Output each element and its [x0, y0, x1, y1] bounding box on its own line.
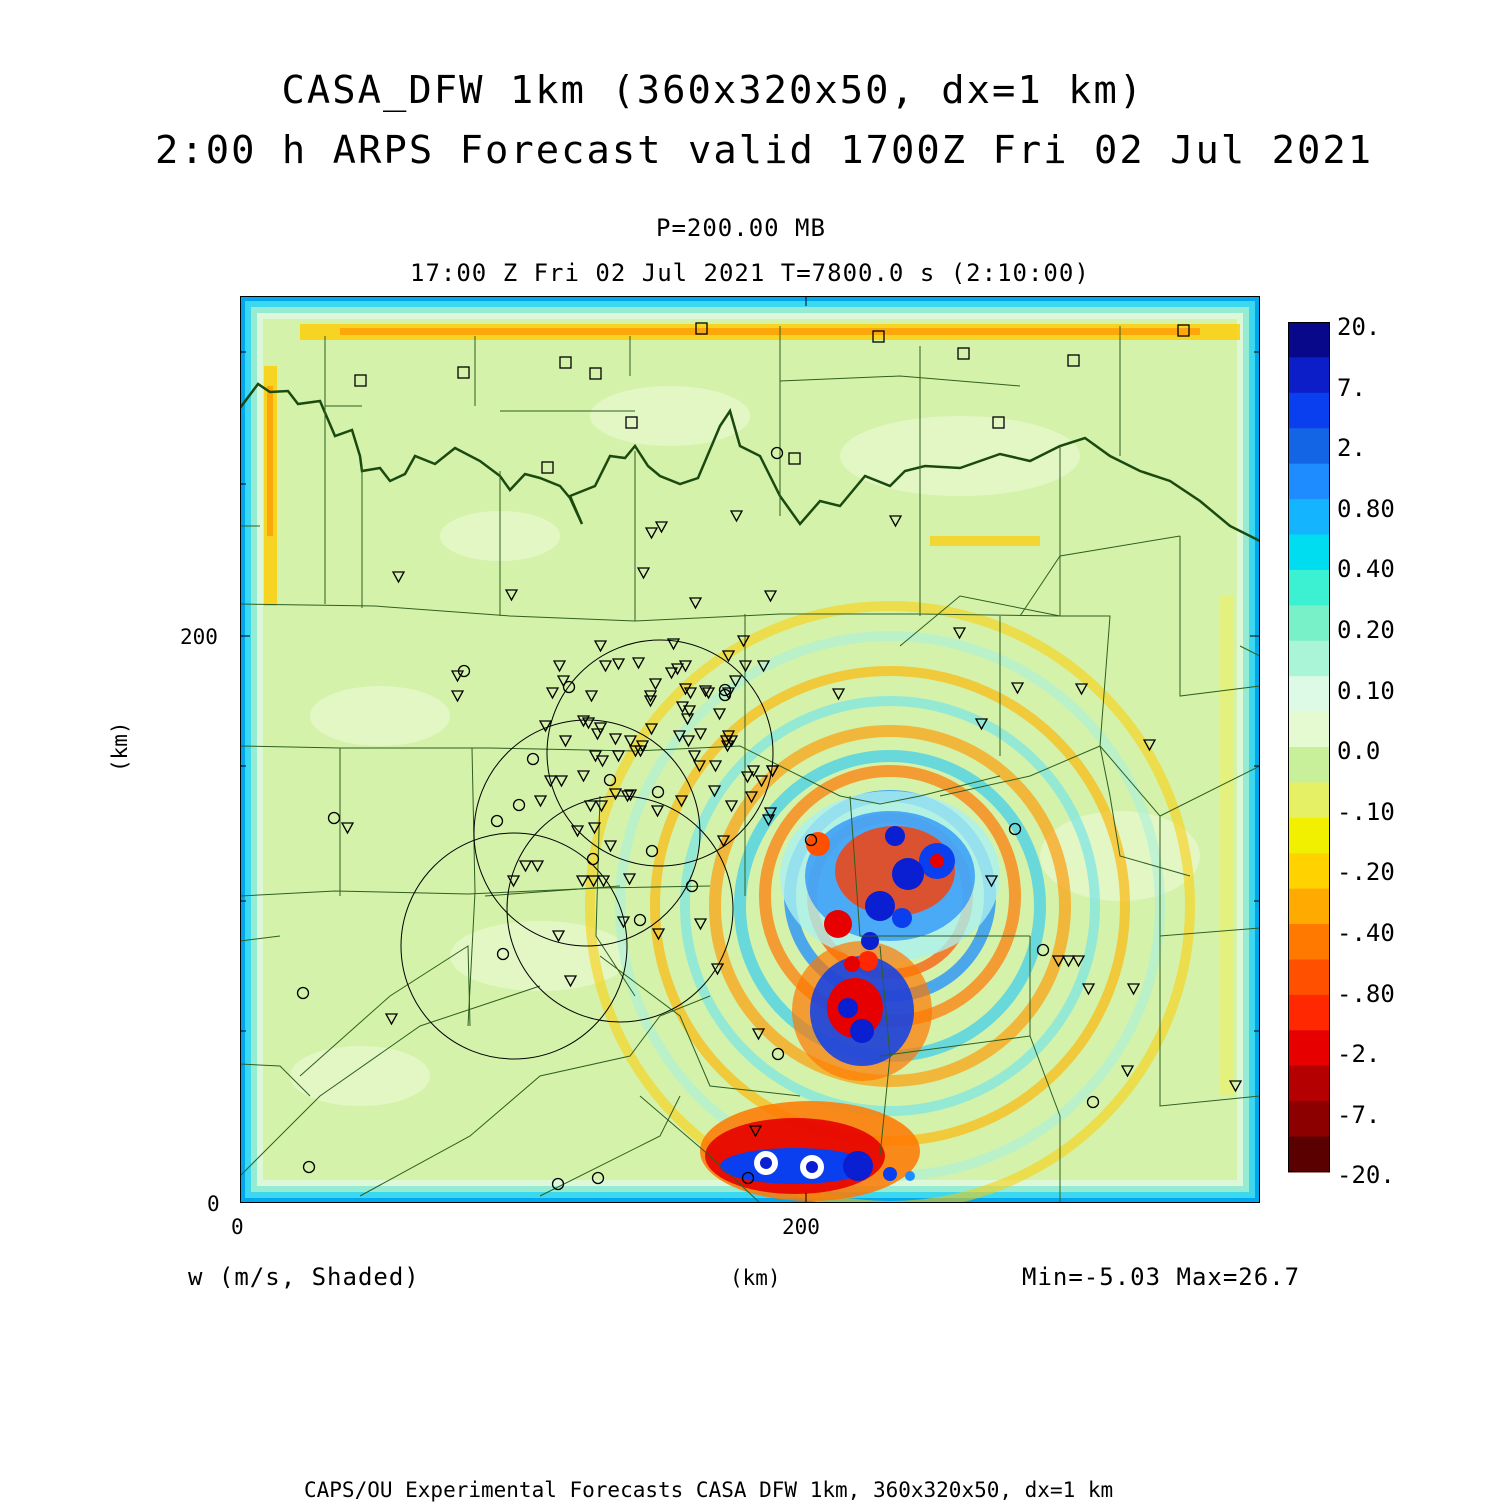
y-tick-200: 200 [180, 625, 218, 649]
colorbar-swatch [1288, 463, 1330, 500]
colorbar-swatch [1288, 1136, 1330, 1173]
min-max-label: Min=-5.03 Max=26.7 [1022, 1263, 1301, 1291]
colorbar-swatch [1288, 640, 1330, 677]
radar-range-rings [400, 639, 774, 1060]
colorbar-label: 20. [1337, 313, 1381, 341]
colorbar-label: 0.10 [1337, 676, 1395, 705]
colorbar-swatch [1288, 499, 1330, 535]
valid-time-label: 17:00 Z Fri 02 Jul 2021 T=7800.0 s (2:10… [410, 259, 1090, 287]
storm-cluster-north [780, 791, 1000, 961]
y-axis-label: (km) [108, 721, 132, 772]
colorbar-swatch [1288, 392, 1330, 429]
colorbar-swatch [1288, 1065, 1330, 1102]
colorbar-swatch [1288, 1030, 1330, 1067]
title-line-1: CASA_DFW 1km (360x320x50, dx=1 km) [281, 68, 1145, 112]
colorbar-label: 0.20 [1337, 616, 1395, 644]
colorbar-label: -.80 [1337, 979, 1395, 1008]
pressure-level-label: P=200.00 MB [656, 214, 826, 242]
county-boundaries [240, 326, 1260, 1203]
colorbar-swatch [1288, 711, 1330, 748]
station-markers-square [354, 322, 1190, 474]
vertical-velocity-map [240, 296, 1260, 1203]
station-markers-circle [296, 446, 1100, 1191]
colorbar-swatch [1288, 994, 1330, 1031]
colorbar-label: -7. [1337, 1100, 1381, 1129]
storm-line-south [700, 1101, 920, 1201]
colorbar-swatch [1288, 747, 1330, 783]
colorbar-label: -20. [1337, 1161, 1395, 1190]
colorbar-swatch [1288, 817, 1330, 854]
colorbar-swatch [1288, 959, 1330, 996]
colorbar-label: -.40 [1337, 919, 1395, 947]
field-label: w (m/s, Shaded) [188, 1263, 420, 1291]
colorbar-swatch [1288, 853, 1330, 890]
colorbar-label: 0.80 [1337, 494, 1395, 523]
colorbar-swatch [1288, 924, 1330, 960]
colorbar-swatch [1288, 676, 1330, 713]
colorbar-swatch [1288, 534, 1330, 571]
colorbar-swatch [1288, 782, 1330, 819]
colorbar-label: -2. [1337, 1040, 1381, 1069]
colorbar-swatch [1288, 569, 1330, 606]
colorbar-label: 7. [1337, 373, 1366, 402]
colorbar-label: -.10 [1337, 797, 1395, 826]
colorbar-swatch [1288, 1101, 1330, 1138]
colorbar-label: -.20 [1337, 858, 1395, 887]
colorbar [1288, 322, 1330, 1173]
colorbar-swatch [1288, 888, 1330, 925]
colorbar-swatch [1288, 428, 1330, 465]
x-axis-label: (km) [730, 1266, 781, 1290]
colorbar-frame [1288, 322, 1330, 1172]
station-markers-triangle [340, 510, 1243, 1138]
x-tick-0: 0 [231, 1215, 244, 1239]
colorbar-swatch [1288, 605, 1330, 642]
colorbar-label: 0.0 [1337, 737, 1381, 766]
colorbar-swatch [1288, 322, 1330, 358]
x-tick-200: 200 [782, 1215, 820, 1239]
footer-credit: CAPS/OU Experimental Forecasts CASA DFW … [304, 1478, 1114, 1502]
y-tick-0: 0 [207, 1192, 220, 1216]
colorbar-label: 2. [1337, 434, 1366, 463]
colorbar-swatch [1288, 357, 1330, 394]
title-line-2: 2:00 h ARPS Forecast valid 1700Z Fri 02 … [155, 128, 1374, 172]
colorbar-label: 0.40 [1337, 555, 1395, 584]
state-boundary-red-river [240, 382, 1260, 543]
